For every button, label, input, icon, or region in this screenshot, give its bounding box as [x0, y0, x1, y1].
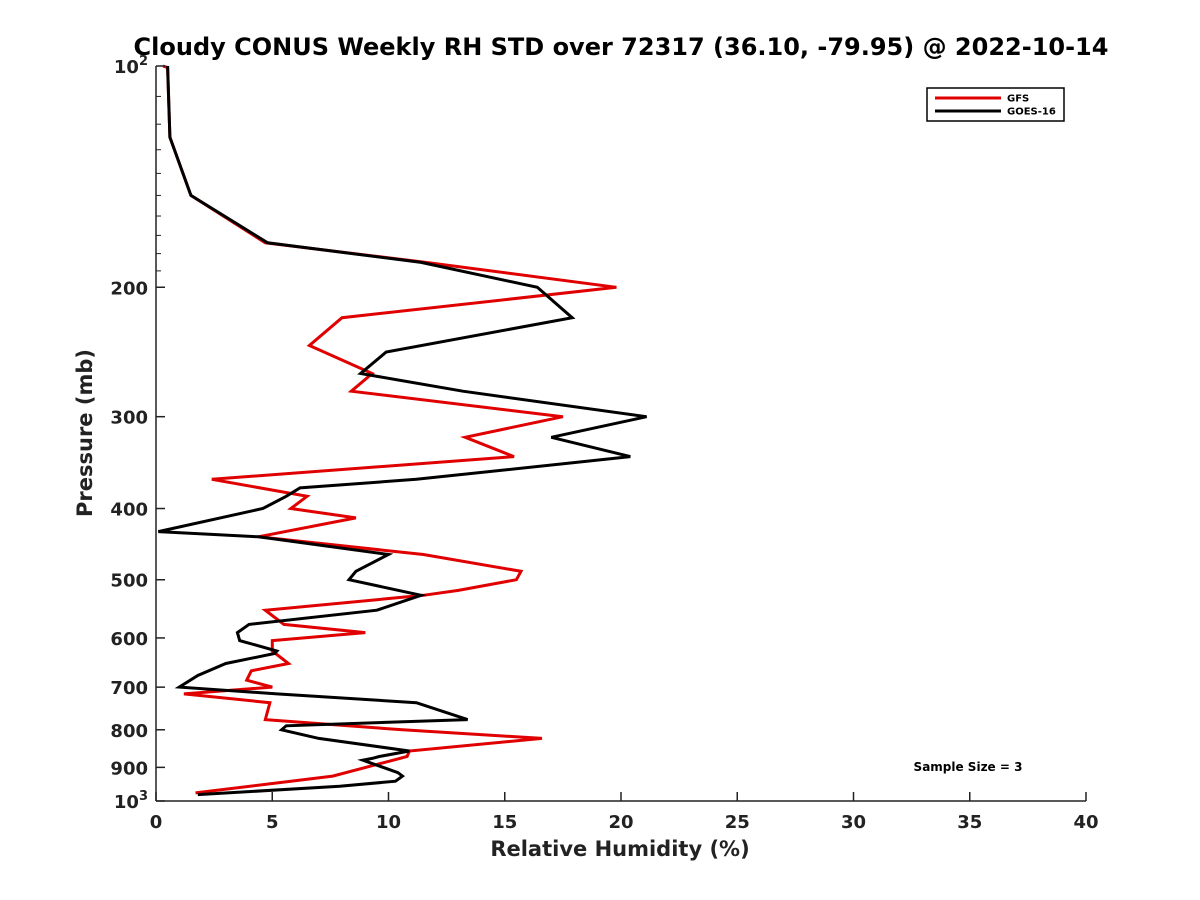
x-tick-label: 30 [841, 812, 866, 833]
x-tick-label: 10 [376, 812, 401, 833]
y-tick-label: 900 [110, 758, 148, 779]
x-axis-label: Relative Humidity (%) [490, 837, 749, 861]
x-tick-label: 5 [266, 812, 279, 833]
legend: GFS GOES-16 [926, 87, 1065, 122]
x-tick-label: 15 [492, 812, 517, 833]
legend-label: GFS [1007, 94, 1029, 105]
series-line-goes-16 [157, 65, 647, 797]
x-tick-label: 0 [150, 812, 163, 833]
axes: 0 5 10 15 20 25 30 35 40 102 200 300 400 500 600 700 800… [110, 54, 1098, 833]
legend-label: GOES-16 [1007, 107, 1056, 118]
y-tick-label: 300 [110, 408, 148, 429]
y-tick-label: 600 [110, 629, 148, 650]
x-tick-label: 35 [957, 812, 982, 833]
y-tick-label: 700 [110, 678, 148, 699]
chart-title: Cloudy CONUS Weekly RH STD over 72317 (3… [134, 33, 1109, 61]
legend-box [926, 87, 1065, 122]
y-tick-label: 103 [114, 789, 148, 813]
y-tick-label: 200 [110, 278, 148, 299]
y-tick-label: 800 [110, 721, 148, 742]
x-tick-label: 20 [608, 812, 633, 833]
series-line-gfs [162, 64, 617, 795]
sample-size-annotation: Sample Size = 3 [914, 760, 1023, 774]
plot-area [157, 64, 647, 797]
y-tick-label: 500 [110, 571, 148, 592]
x-tick-label: 40 [1073, 812, 1098, 833]
y-tick-label: 400 [110, 500, 148, 521]
y-tick-label: 102 [114, 54, 148, 78]
y-axis-label: Pressure (mb) [73, 349, 97, 517]
x-tick-label: 25 [725, 812, 750, 833]
